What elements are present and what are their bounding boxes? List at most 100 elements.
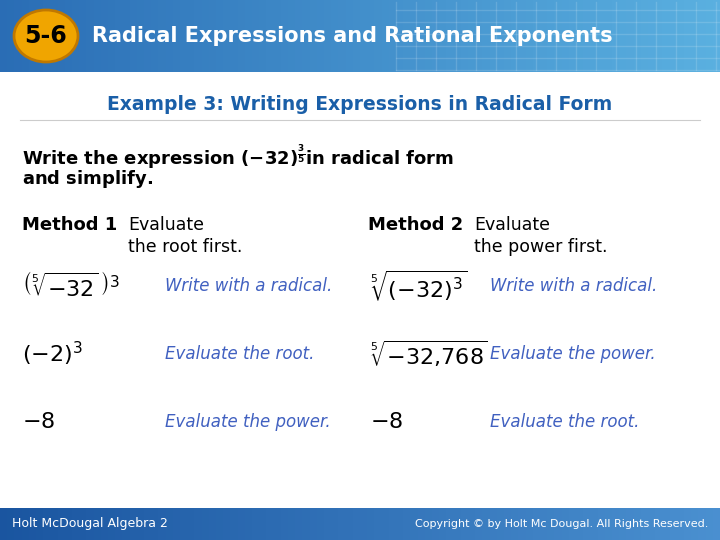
Bar (677, 0, 684, 72)
Text: the root first.: the root first. (128, 238, 243, 256)
Bar (302, 0, 310, 72)
Text: $-8$: $-8$ (370, 412, 403, 432)
Bar (547, 508, 554, 540)
Bar (698, 508, 706, 540)
Bar (382, 0, 389, 72)
Bar (475, 508, 482, 540)
Bar (288, 508, 295, 540)
Bar (259, 0, 266, 72)
Text: Method 2: Method 2 (368, 216, 463, 234)
Bar (677, 508, 684, 540)
Text: Write with a radical.: Write with a radical. (165, 277, 332, 295)
Bar (562, 0, 569, 72)
Bar (353, 0, 360, 72)
Bar (706, 0, 713, 72)
Bar (533, 0, 540, 72)
Bar (36, 508, 43, 540)
Bar (173, 0, 180, 72)
Bar (691, 0, 698, 72)
Text: the power first.: the power first. (474, 238, 608, 256)
Text: $\sqrt[5]{-32{,}768}$: $\sqrt[5]{-32{,}768}$ (370, 339, 488, 369)
Bar (43, 508, 50, 540)
Bar (554, 508, 562, 540)
Bar (79, 508, 86, 540)
Bar (238, 508, 245, 540)
Bar (324, 0, 331, 72)
Bar (454, 508, 461, 540)
Bar (22, 508, 29, 540)
Bar (295, 508, 302, 540)
Text: Evaluate the power.: Evaluate the power. (490, 345, 656, 363)
Bar (634, 0, 641, 72)
Bar (58, 508, 65, 540)
Bar (317, 508, 324, 540)
Bar (72, 508, 79, 540)
Bar (403, 508, 410, 540)
Bar (281, 0, 288, 72)
Bar (346, 508, 353, 540)
Bar (461, 508, 468, 540)
Bar (490, 0, 497, 72)
Text: $\sqrt[5]{\left(-32\right)^3}$: $\sqrt[5]{\left(-32\right)^3}$ (370, 268, 468, 303)
Bar (202, 508, 209, 540)
Bar (626, 0, 634, 72)
Ellipse shape (14, 10, 78, 62)
Text: Method 1: Method 1 (22, 216, 117, 234)
Bar (158, 0, 166, 72)
Bar (274, 0, 281, 72)
Bar (94, 0, 101, 72)
Bar (360, 508, 367, 540)
Bar (425, 0, 432, 72)
Bar (324, 508, 331, 540)
Bar (598, 508, 605, 540)
Bar (252, 0, 259, 72)
Bar (238, 0, 245, 72)
Bar (583, 508, 590, 540)
Bar (338, 508, 346, 540)
Bar (619, 508, 626, 540)
Bar (7, 508, 14, 540)
Bar (230, 508, 238, 540)
Bar (583, 0, 590, 72)
Bar (209, 508, 216, 540)
Bar (58, 0, 65, 72)
Bar (374, 508, 382, 540)
Bar (655, 508, 662, 540)
Bar (461, 0, 468, 72)
Bar (706, 508, 713, 540)
Bar (266, 508, 274, 540)
Bar (86, 508, 94, 540)
Bar (166, 0, 173, 72)
Bar (0, 0, 7, 72)
Bar (180, 508, 187, 540)
Bar (86, 0, 94, 72)
Bar (281, 508, 288, 540)
Bar (403, 0, 410, 72)
Bar (655, 0, 662, 72)
Bar (533, 508, 540, 540)
Bar (396, 508, 403, 540)
Bar (252, 508, 259, 540)
Bar (389, 0, 396, 72)
Bar (274, 508, 281, 540)
Bar (562, 508, 569, 540)
Bar (346, 0, 353, 72)
Bar (432, 0, 439, 72)
Text: $-8$: $-8$ (22, 412, 55, 432)
Bar (641, 508, 648, 540)
Bar (439, 0, 446, 72)
Bar (223, 508, 230, 540)
Bar (641, 0, 648, 72)
Bar (634, 508, 641, 540)
Bar (266, 0, 274, 72)
Bar (554, 0, 562, 72)
Bar (684, 508, 691, 540)
Bar (158, 508, 166, 540)
Text: Write the expression $\mathbf{(-32)^{\frac{3}{5}}}$$\mathbf{in\ radical\ form}$: Write the expression $\mathbf{(-32)^{\fr… (22, 144, 454, 172)
Bar (418, 508, 425, 540)
Bar (540, 0, 547, 72)
Bar (144, 508, 151, 540)
Bar (662, 0, 670, 72)
Bar (670, 508, 677, 540)
Bar (454, 0, 461, 72)
